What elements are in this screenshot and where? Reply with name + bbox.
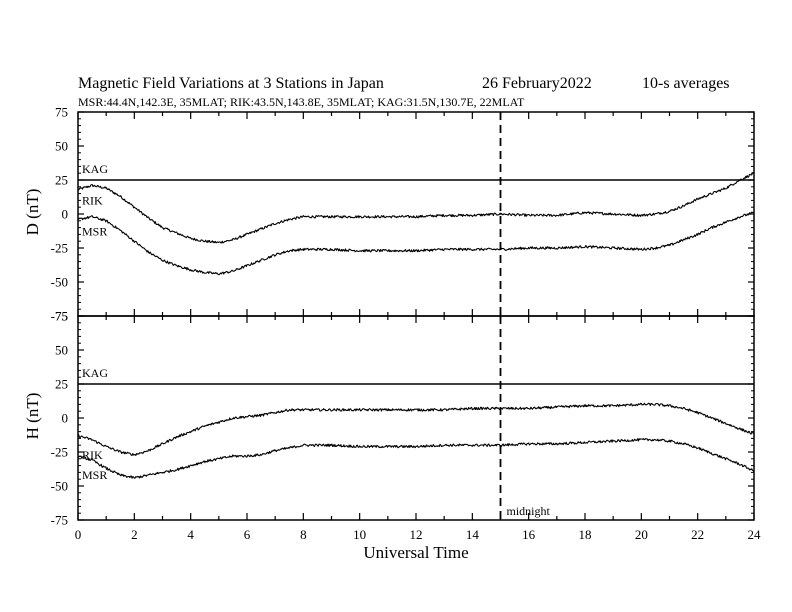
- x-tick-label: 22: [691, 527, 704, 542]
- series-label-msr-d: MSR: [82, 225, 107, 239]
- series-label-rik-d: RIK: [82, 193, 103, 207]
- x-tick-label: 14: [466, 527, 480, 542]
- y-tick-label-d: 25: [55, 173, 68, 188]
- x-tick-label: 4: [187, 527, 194, 542]
- x-tick-label: 24: [748, 527, 762, 542]
- y-tick-label-d: -50: [51, 275, 68, 290]
- y-tick-label-h: 50: [55, 343, 68, 358]
- series-label-kag-h: KAG: [82, 366, 108, 380]
- series-label-msr-h: MSR: [82, 468, 107, 482]
- series-line-rik-h: [77, 402, 755, 457]
- series-line-rik-d: [77, 171, 755, 244]
- h-axis-label: H (nT): [23, 393, 42, 440]
- y-tick-label-h: 75: [55, 309, 68, 324]
- series-line-msr-d: [77, 211, 755, 276]
- y-tick-label-h: -75: [51, 513, 68, 528]
- x-tick-label: 18: [579, 527, 592, 542]
- y-tick-label-h: 0: [62, 411, 69, 426]
- x-tick-label: 0: [75, 527, 82, 542]
- y-tick-label-h: -25: [51, 445, 68, 460]
- chart-averaging: 10-s averages: [642, 75, 730, 92]
- x-tick-label: 8: [300, 527, 307, 542]
- x-tick-label: 12: [410, 527, 423, 542]
- x-tick-label: 2: [131, 527, 138, 542]
- d-axis-label: D (nT): [23, 189, 42, 236]
- x-axis-label: Universal Time: [363, 543, 468, 562]
- series-line-msr-h: [77, 438, 755, 479]
- x-tick-label: 6: [244, 527, 251, 542]
- x-tick-label: 10: [353, 527, 366, 542]
- figure-header: Magnetic Field Variations at 3 Stations …: [78, 75, 730, 109]
- station-list-subtitle: MSR:44.4N,142.3E, 35MLAT; RIK:43.5N,143.…: [78, 95, 525, 109]
- y-tick-label-d: 50: [55, 139, 68, 154]
- series-label-kag-d: KAG: [82, 162, 108, 176]
- x-tick-label: 20: [635, 527, 648, 542]
- y-tick-label-d: -25: [51, 241, 68, 256]
- midnight-annotation: midnight: [507, 504, 551, 518]
- y-tick-label-h: 25: [55, 377, 68, 392]
- x-tick-label: 16: [522, 527, 536, 542]
- y-tick-label-d: 0: [62, 207, 69, 222]
- y-tick-label-d: -75: [51, 309, 68, 324]
- series-label-rik-h: RIK: [82, 448, 103, 462]
- plot-frame-h: [77, 315, 755, 521]
- y-tick-label-d: 75: [55, 105, 68, 120]
- y-tick-label-h: -50: [51, 479, 68, 494]
- chart-date: 26 February2022: [482, 75, 592, 92]
- d-component-panel: 75 50 25 0 -25 -50 -75 KAG RIK MSR: [51, 105, 755, 324]
- chart-title: Magnetic Field Variations at 3 Stations …: [78, 75, 384, 92]
